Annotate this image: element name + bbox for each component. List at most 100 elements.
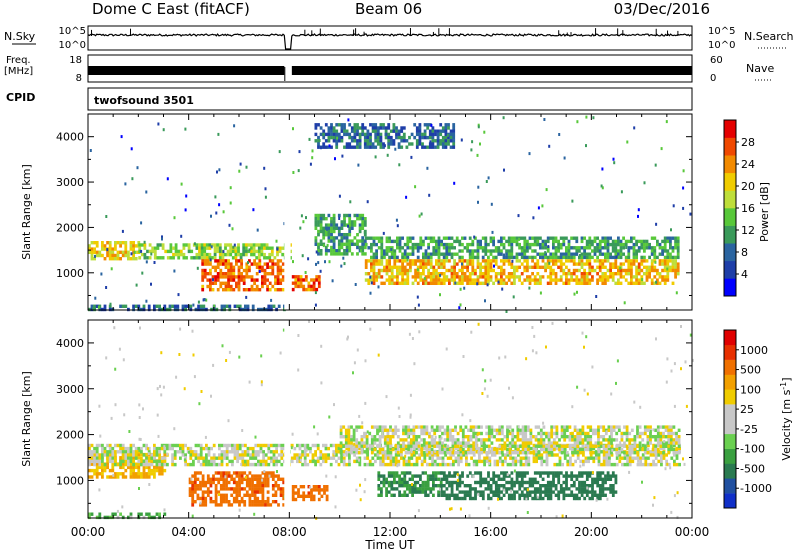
power-cell — [565, 275, 568, 279]
power-cell — [444, 135, 448, 140]
velocity-cell — [155, 468, 159, 473]
velocity-cell — [385, 487, 388, 491]
velocity-cell — [233, 446, 237, 451]
velocity-cell — [160, 459, 164, 463]
power-scatter-cell — [655, 222, 658, 226]
power-cell — [663, 255, 667, 260]
velocity-cell — [153, 468, 156, 473]
power-cell — [487, 265, 490, 269]
velocity-cell — [147, 446, 151, 451]
velocity-cell — [271, 477, 275, 481]
velocity-cell — [199, 453, 203, 457]
power-cell — [645, 242, 649, 247]
velocity-cell — [147, 475, 151, 479]
power-cell — [583, 255, 586, 260]
velocity-cell — [196, 487, 200, 491]
power-cell — [276, 249, 279, 254]
velocity-cell — [396, 444, 400, 448]
velocity-cell — [506, 443, 510, 448]
power-scatter-cell — [338, 217, 341, 220]
power-cell — [203, 268, 207, 273]
velocity-cell — [434, 477, 438, 481]
power-cell — [658, 252, 662, 256]
power-cell — [132, 257, 135, 261]
velocity-cell — [132, 475, 135, 479]
velocity-cell — [189, 453, 193, 457]
power-cell — [260, 246, 264, 250]
power-cell — [632, 281, 636, 285]
power-cell — [134, 244, 138, 248]
power-cell — [518, 242, 521, 247]
power-cell — [435, 259, 438, 263]
velocity-cell — [618, 453, 622, 457]
power-cell — [337, 139, 341, 143]
velocity-cell — [188, 480, 192, 485]
velocity-cell — [662, 456, 666, 460]
velocity-cell — [610, 443, 614, 448]
velocity-cell — [114, 475, 117, 479]
power-cell — [390, 255, 394, 260]
power-cell — [432, 252, 436, 256]
velocity-cell — [474, 471, 477, 475]
power-scatter-cell — [655, 280, 658, 284]
velocity-cell — [384, 443, 388, 448]
velocity-cell — [673, 443, 676, 448]
velocity-cell — [127, 465, 130, 470]
velocity-cell — [456, 441, 460, 445]
velocity-cell — [479, 480, 483, 485]
velocity-cell — [134, 462, 138, 466]
velocity-cell — [222, 496, 226, 501]
velocity-cell — [570, 490, 574, 494]
power-cell — [604, 239, 607, 244]
power-cell — [458, 249, 462, 253]
power-cell — [363, 145, 367, 149]
power-cell — [364, 265, 368, 269]
power-cell — [185, 243, 188, 247]
power-cell — [335, 226, 339, 230]
power-cell — [510, 249, 514, 253]
power-cell — [343, 126, 346, 130]
power-cell — [666, 272, 670, 276]
velocity-cell — [398, 477, 401, 481]
colorbar-segment — [724, 243, 736, 262]
velocity-cell — [264, 503, 267, 507]
velocity-cell — [238, 490, 241, 494]
power-cell — [345, 129, 349, 133]
velocity-cell — [137, 468, 141, 473]
velocity-cell — [483, 456, 486, 460]
power-cell — [500, 259, 503, 263]
velocity-cell — [192, 453, 195, 457]
power-cell — [389, 139, 393, 143]
velocity-cell — [457, 453, 460, 457]
velocity-cell — [248, 496, 252, 501]
velocity-cell — [214, 503, 218, 507]
power-cell — [567, 239, 571, 244]
velocity-cell — [426, 484, 430, 488]
velocity-cell — [90, 443, 94, 448]
power-cell — [414, 242, 417, 247]
power-cell — [494, 275, 498, 279]
power-cell — [645, 272, 649, 276]
power-cell — [250, 249, 253, 254]
velocity-cell — [441, 462, 445, 467]
velocity-cell — [472, 425, 476, 429]
power-cell — [441, 126, 445, 130]
power-cell — [143, 252, 147, 257]
velocity-cell — [251, 493, 254, 497]
power-scatter-cell — [331, 279, 334, 283]
power-cell — [557, 265, 560, 269]
velocity-cell — [259, 459, 263, 464]
velocity-cell — [544, 484, 548, 488]
velocity-cell — [667, 462, 671, 467]
power-cell — [358, 213, 362, 218]
velocity-cell — [142, 462, 146, 467]
power-cell — [583, 278, 586, 282]
velocity-cell — [298, 446, 302, 451]
velocity-cell — [214, 490, 218, 494]
power-cell — [523, 246, 527, 250]
velocity-cell — [588, 490, 592, 494]
power-cell — [596, 272, 599, 276]
power-cell — [437, 272, 441, 276]
power-scatter-cell — [301, 254, 304, 258]
velocity-cell — [585, 484, 589, 488]
